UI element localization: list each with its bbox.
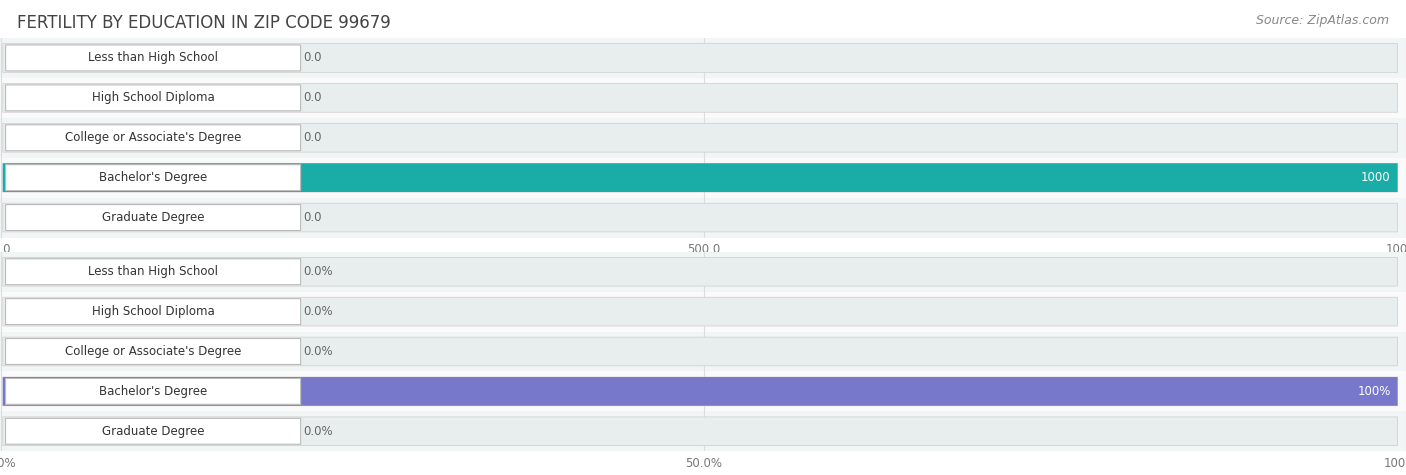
FancyBboxPatch shape	[6, 165, 301, 190]
Text: 0.0: 0.0	[304, 211, 322, 224]
Text: Less than High School: Less than High School	[89, 265, 218, 278]
FancyBboxPatch shape	[3, 84, 1398, 112]
FancyBboxPatch shape	[6, 299, 301, 324]
Text: 0.0%: 0.0%	[304, 305, 333, 318]
Text: 0.0%: 0.0%	[304, 425, 333, 438]
FancyBboxPatch shape	[6, 418, 301, 444]
Text: 0.0%: 0.0%	[304, 345, 333, 358]
Text: Graduate Degree: Graduate Degree	[101, 425, 204, 438]
Bar	[0, 198, 1406, 238]
FancyBboxPatch shape	[3, 163, 1398, 192]
Text: 0.0: 0.0	[304, 91, 322, 104]
FancyBboxPatch shape	[3, 124, 1398, 152]
Text: 0.0: 0.0	[304, 51, 322, 65]
FancyBboxPatch shape	[3, 417, 1398, 446]
Text: College or Associate's Degree: College or Associate's Degree	[65, 345, 242, 358]
Bar	[0, 371, 1406, 411]
Text: Source: ZipAtlas.com: Source: ZipAtlas.com	[1256, 14, 1389, 27]
FancyBboxPatch shape	[6, 45, 301, 71]
Bar	[0, 292, 1406, 332]
FancyBboxPatch shape	[6, 125, 301, 151]
FancyBboxPatch shape	[3, 203, 1398, 232]
FancyBboxPatch shape	[3, 337, 1398, 366]
Bar	[0, 118, 1406, 158]
FancyBboxPatch shape	[3, 297, 1398, 326]
Text: FERTILITY BY EDUCATION IN ZIP CODE 99679: FERTILITY BY EDUCATION IN ZIP CODE 99679	[17, 14, 391, 32]
FancyBboxPatch shape	[6, 205, 301, 230]
Text: 100%: 100%	[1357, 385, 1391, 398]
FancyBboxPatch shape	[3, 163, 1398, 192]
Text: High School Diploma: High School Diploma	[91, 305, 215, 318]
Text: Bachelor's Degree: Bachelor's Degree	[98, 385, 207, 398]
FancyBboxPatch shape	[6, 379, 301, 404]
Text: 0.0: 0.0	[304, 131, 322, 144]
FancyBboxPatch shape	[6, 85, 301, 111]
Bar	[0, 38, 1406, 78]
FancyBboxPatch shape	[6, 339, 301, 364]
Text: Bachelor's Degree: Bachelor's Degree	[98, 171, 207, 184]
Text: High School Diploma: High School Diploma	[91, 91, 215, 104]
Text: Less than High School: Less than High School	[89, 51, 218, 65]
Text: 0.0%: 0.0%	[304, 265, 333, 278]
FancyBboxPatch shape	[3, 257, 1398, 286]
Text: Graduate Degree: Graduate Degree	[101, 211, 204, 224]
FancyBboxPatch shape	[3, 377, 1398, 406]
FancyBboxPatch shape	[3, 377, 1398, 406]
Text: College or Associate's Degree: College or Associate's Degree	[65, 131, 242, 144]
FancyBboxPatch shape	[3, 44, 1398, 72]
Bar	[0, 411, 1406, 451]
Bar	[0, 158, 1406, 198]
Text: 1000: 1000	[1361, 171, 1391, 184]
FancyBboxPatch shape	[6, 259, 301, 285]
Bar	[0, 332, 1406, 371]
Bar	[0, 252, 1406, 292]
Bar	[0, 78, 1406, 118]
